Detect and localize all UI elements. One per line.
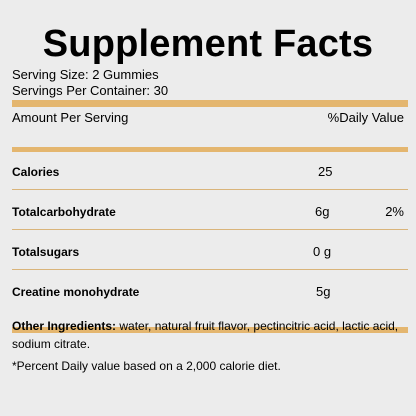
- supplement-facts-panel: Supplement Facts Serving Size: 2 Gummies…: [8, 22, 408, 392]
- nutrient-amount-sugars: 0 g: [313, 244, 332, 259]
- other-ingredients-text: water, natural fruit flavor, pectincitri…: [12, 319, 399, 351]
- nutrient-dv-carbohydrate: 2%: [385, 204, 404, 219]
- other-ingredients: Other Ingredients: water, natural fruit …: [12, 317, 406, 353]
- nutrient-name-creatine: Creatine monohydrate: [12, 285, 140, 299]
- nutrient-name-carbohydrate: Totalcarbohydrate: [12, 205, 116, 219]
- row-divider: [12, 229, 408, 230]
- serving-size: Serving Size: 2 Gummies: [12, 67, 159, 82]
- header-divider: [12, 147, 408, 152]
- nutrient-amount-creatine: 5g: [316, 284, 331, 299]
- nutrient-name-calories: Calories: [12, 165, 60, 179]
- amount-per-serving-header: Amount Per Serving: [12, 110, 129, 125]
- daily-value-footnote: *Percent Daily value based on a 2,000 ca…: [12, 359, 281, 373]
- row-divider: [12, 189, 408, 190]
- panel-title: Supplement Facts: [42, 23, 374, 65]
- bottom-thick-divider: [12, 327, 408, 333]
- nutrient-amount-calories: 25: [318, 164, 333, 179]
- daily-value-header: %Daily Value: [327, 110, 404, 125]
- row-divider: [12, 269, 408, 270]
- nutrient-amount-carbohydrate: 6g: [315, 204, 330, 219]
- nutrient-name-sugars: Totalsugars: [12, 245, 80, 259]
- servings-per-container: Servings Per Container: 30: [12, 83, 169, 98]
- top-thick-divider: [12, 100, 408, 107]
- other-ingredients-label: Other Ingredients:: [12, 319, 117, 333]
